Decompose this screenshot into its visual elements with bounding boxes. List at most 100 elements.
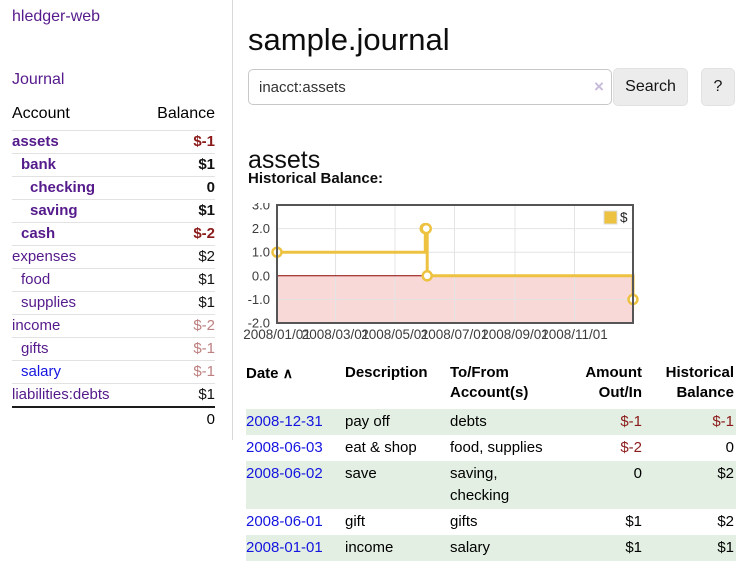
y-tick-label: -1.0: [248, 292, 270, 307]
sidebar-account-row: supplies $1: [12, 291, 215, 314]
account-balance: $-1: [193, 340, 215, 357]
date-header-label: Date: [246, 365, 279, 382]
y-tick-label: -2.0: [248, 316, 270, 331]
account-cell: gifts: [450, 513, 478, 530]
accounts-total-row: 0: [12, 406, 215, 430]
account-balance: 0: [206, 179, 215, 196]
app-title-link[interactable]: hledger-web: [12, 8, 101, 25]
description-cell: pay off: [345, 413, 390, 430]
account-balance: $-2: [193, 225, 215, 242]
date-column-header[interactable]: Date ∧: [246, 363, 345, 409]
account-cell: salary: [450, 539, 491, 556]
account-column-header: To/From Account(s): [450, 364, 529, 401]
legend-label: $: [620, 210, 628, 225]
y-tick-label: 1.0: [252, 245, 270, 260]
x-tick-label: 2008/05/01: [361, 327, 429, 342]
register-row: 2008-06-03 eat & shop food, supplies $-2 0: [246, 435, 736, 461]
account-balance: $-1: [193, 363, 215, 380]
sidebar-account-link[interactable]: checking: [30, 179, 96, 196]
sidebar-account-row: liabilities:debts $1: [12, 383, 215, 406]
register-row: 2008-01-01 income salary $1 $1: [246, 535, 736, 561]
account-balance: $1: [198, 386, 215, 403]
y-tick-label: 2.0: [252, 221, 270, 236]
balance-cell: $2: [717, 465, 734, 482]
balance-cell: $-1: [712, 413, 734, 430]
account-balance: $1: [198, 271, 215, 288]
balance-cell: $2: [717, 513, 734, 530]
sidebar-account-link[interactable]: liabilities:debts: [12, 386, 110, 403]
sidebar-account-link[interactable]: cash: [21, 225, 56, 242]
x-tick-label: 2008/01/01: [243, 327, 311, 342]
sidebar-account-row: assets $-1: [12, 130, 215, 153]
account-column-header: Account: [12, 105, 70, 122]
accounts-table-header: Account Balance: [12, 105, 215, 130]
balance-column-header: Balance: [157, 105, 215, 122]
account-cell: debts: [450, 413, 487, 430]
sidebar-account-link[interactable]: assets: [12, 133, 59, 150]
transaction-date-link[interactable]: 2008-06-02: [246, 465, 323, 482]
description-cell: save: [345, 465, 377, 482]
balance-column-header: Historical Balance: [665, 364, 734, 401]
sidebar-item-journal[interactable]: Journal: [12, 71, 65, 88]
sidebar-account-link[interactable]: bank: [21, 156, 57, 173]
legend-swatch: [603, 210, 618, 225]
sidebar-account-link[interactable]: income: [12, 317, 61, 334]
register-row: 2008-06-02 save saving, checking 0 $2: [246, 461, 736, 509]
search-input[interactable]: [248, 69, 612, 105]
accounts-rows: assets $-1 bank $1 checking 0 saving $1 cash $-2 e…: [12, 130, 215, 406]
amount-column-header: Amount Out/In: [585, 364, 642, 401]
data-point-marker: [421, 270, 433, 282]
transaction-date-link[interactable]: 2008-06-01: [246, 513, 323, 530]
clear-search-icon[interactable]: ×: [594, 77, 604, 96]
account-balance: $2: [198, 248, 215, 265]
description-column-header: Description: [345, 364, 428, 381]
transaction-date-link[interactable]: 2008-12-31: [246, 413, 323, 430]
sidebar-account-row: salary $-1: [12, 360, 215, 383]
amount-cell: $1: [625, 513, 642, 530]
help-button[interactable]: ?: [701, 68, 735, 106]
x-tick-label: 2008/09/01: [481, 327, 549, 342]
register-row: 2008-06-01 gift gifts $1 $2: [246, 509, 736, 535]
sidebar-account-row: saving $1: [12, 199, 215, 222]
sidebar-account-row: expenses $2: [12, 245, 215, 268]
x-tick-label: 2008/11/01: [541, 327, 608, 342]
account-balance: $1: [198, 294, 215, 311]
sidebar-account-row: income $-2: [12, 314, 215, 337]
x-tick-label: 2008/07/01: [421, 327, 489, 342]
balance-cell: $1: [717, 539, 734, 556]
amount-cell: 0: [633, 465, 642, 482]
chart-heading: Historical Balance:: [248, 170, 384, 187]
account-balance: $-1: [193, 133, 215, 150]
transaction-date-link[interactable]: 2008-06-03: [246, 439, 323, 456]
search-button[interactable]: Search: [613, 68, 688, 106]
sidebar-account-link[interactable]: supplies: [21, 294, 77, 311]
date-cell: 2008-06-01: [246, 509, 345, 535]
balance-cell: 0: [725, 439, 734, 456]
account-balance: $-2: [193, 317, 215, 334]
amount-cell: $1: [625, 539, 642, 556]
date-cell: 2008-01-01: [246, 535, 345, 561]
register-table: Date ∧ Description To/From Account(s) Am…: [246, 363, 736, 561]
account-cell: saving, checking: [450, 465, 510, 504]
page-title: sample.journal: [248, 21, 450, 57]
description-cell: eat & shop: [345, 439, 417, 456]
sidebar-account-link[interactable]: food: [21, 271, 51, 288]
amount-cell: $-1: [620, 413, 642, 430]
sidebar-account-row: food $1: [12, 268, 215, 291]
description-cell: income: [345, 539, 394, 556]
account-heading: assets: [248, 145, 321, 174]
plot-border: [276, 204, 634, 324]
account-balance: $1: [198, 202, 215, 219]
sidebar-account-link[interactable]: saving: [30, 202, 78, 219]
sidebar-account-link[interactable]: expenses: [12, 248, 77, 265]
y-tick-label: 0.0: [252, 268, 270, 283]
sidebar-account-link[interactable]: salary: [21, 363, 62, 380]
date-cell: 2008-12-31: [246, 409, 345, 435]
sidebar-account-link[interactable]: gifts: [21, 340, 49, 357]
date-cell: 2008-06-02: [246, 461, 345, 509]
sidebar-account-row: gifts $-1: [12, 337, 215, 360]
register-row: 2008-12-31 pay off debts $-1 $-1: [246, 409, 736, 435]
y-tick-label: 3.0: [252, 203, 270, 213]
transaction-date-link[interactable]: 2008-01-01: [246, 539, 323, 556]
sidebar-account-row: checking 0: [12, 176, 215, 199]
